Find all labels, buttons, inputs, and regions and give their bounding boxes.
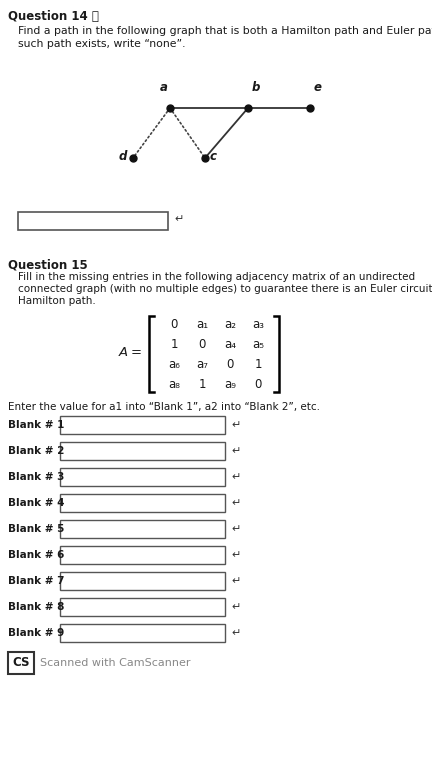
Bar: [60, 572, 225, 590]
Bar: [60, 598, 225, 616]
Text: Fill in the missing entries in the following adjacency matrix of an undirected: Fill in the missing entries in the follo…: [18, 272, 415, 282]
Bar: [60, 468, 225, 486]
Text: Blank # 9: Blank # 9: [8, 628, 64, 638]
Text: a₃: a₃: [252, 318, 264, 331]
Text: Blank # 8: Blank # 8: [8, 602, 64, 612]
Text: e: e: [314, 81, 322, 94]
Text: a₆: a₆: [168, 357, 180, 370]
Text: such path exists, write “none”.: such path exists, write “none”.: [18, 39, 185, 49]
Text: 0: 0: [170, 318, 178, 331]
Text: ↵: ↵: [231, 576, 240, 586]
Text: ↵: ↵: [231, 498, 240, 508]
Text: Blank # 6: Blank # 6: [8, 550, 64, 560]
Text: $A=$: $A=$: [118, 345, 142, 358]
Text: ↵: ↵: [231, 628, 240, 638]
Bar: [8, 652, 34, 674]
Text: Question 15: Question 15: [8, 258, 88, 271]
Text: Blank # 4: Blank # 4: [8, 498, 64, 508]
Bar: [60, 624, 225, 642]
Bar: [60, 442, 225, 460]
Text: Hamilton path.: Hamilton path.: [18, 296, 96, 306]
Text: Blank # 2: Blank # 2: [8, 446, 64, 456]
Bar: [60, 546, 225, 564]
Text: a: a: [160, 81, 168, 94]
Bar: [60, 520, 225, 538]
Text: ↵: ↵: [231, 446, 240, 456]
Bar: [60, 494, 225, 512]
Text: Blank # 1: Blank # 1: [8, 420, 64, 430]
Text: Blank # 5: Blank # 5: [8, 524, 64, 534]
Text: Blank # 7: Blank # 7: [8, 576, 64, 586]
Text: 0: 0: [198, 337, 206, 351]
Text: a₈: a₈: [168, 377, 180, 390]
Bar: [60, 416, 225, 434]
Text: ↵: ↵: [231, 420, 240, 430]
Text: a₁: a₁: [196, 318, 208, 331]
Text: ↵: ↵: [174, 214, 183, 224]
Text: c: c: [210, 150, 217, 163]
Text: a₄: a₄: [224, 337, 236, 351]
Text: a₂: a₂: [224, 318, 236, 331]
Text: Blank # 3: Blank # 3: [8, 472, 64, 482]
Text: Scanned with CamScanner: Scanned with CamScanner: [40, 658, 191, 668]
Text: CS: CS: [12, 657, 30, 670]
Text: b: b: [252, 81, 260, 94]
Text: 0: 0: [226, 357, 234, 370]
Text: ↵: ↵: [231, 472, 240, 482]
Text: d: d: [119, 150, 127, 163]
Text: Find a path in the following graph that is both a Hamilton path and Euler path. : Find a path in the following graph that …: [18, 26, 432, 36]
Text: Enter the value for a1 into “Blank 1”, a2 into “Blank 2”, etc.: Enter the value for a1 into “Blank 1”, a…: [8, 402, 320, 412]
Text: a₅: a₅: [252, 337, 264, 351]
Text: ↵: ↵: [231, 524, 240, 534]
Text: Question 14 ⏐: Question 14 ⏐: [8, 10, 99, 23]
Text: 0: 0: [254, 377, 262, 390]
Text: a₉: a₉: [224, 377, 236, 390]
Text: a₇: a₇: [196, 357, 208, 370]
Text: 1: 1: [170, 337, 178, 351]
Text: ↵: ↵: [231, 602, 240, 612]
Bar: [18, 212, 168, 230]
Text: 1: 1: [254, 357, 262, 370]
Text: 1: 1: [198, 377, 206, 390]
Text: connected graph (with no multiple edges) to guarantee there is an Euler circuit : connected graph (with no multiple edges)…: [18, 284, 432, 294]
Text: ↵: ↵: [231, 550, 240, 560]
